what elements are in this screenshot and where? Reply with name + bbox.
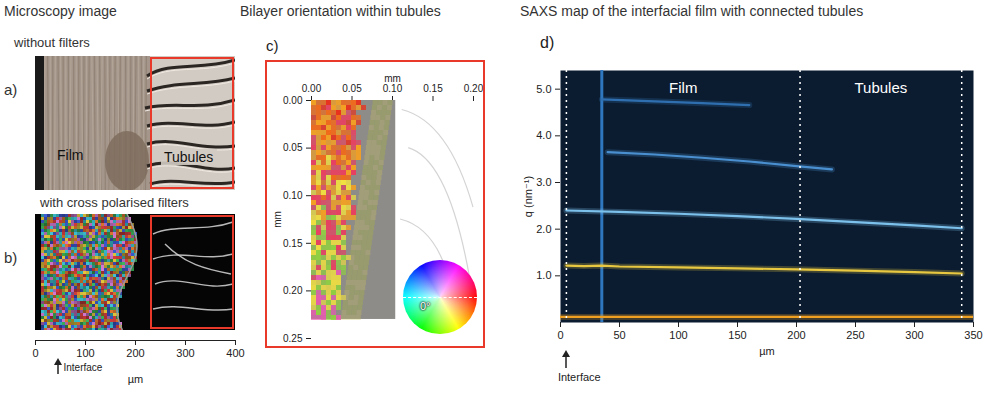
svg-text:100: 100 <box>76 347 94 359</box>
html-text:with cross polarised filters: with cross polarised filters <box>40 195 189 210</box>
svg-text:0: 0 <box>557 329 563 341</box>
svg-text:0.15: 0.15 <box>423 83 443 94</box>
html-text:Interface: Interface <box>557 371 601 383</box>
svg-text:100: 100 <box>669 329 687 341</box>
svg-text:Tubules: Tubules <box>854 79 907 96</box>
svg-text:2.0: 2.0 <box>536 223 551 235</box>
svg-text:Film: Film <box>57 147 83 163</box>
svg-text:300: 300 <box>905 329 923 341</box>
svg-text:µm: µm <box>128 373 144 385</box>
svg-text:0.00: 0.00 <box>302 83 322 94</box>
html-text:SAXS map of the interfacial fi: SAXS map of the interfacial film with co… <box>520 3 864 19</box>
svg-text:0.05: 0.05 <box>342 83 362 94</box>
svg-text:µm: µm <box>759 345 775 357</box>
svg-text:Tubules: Tubules <box>164 149 213 165</box>
svg-text:250: 250 <box>846 329 864 341</box>
html-text:Interface: Interface <box>63 362 103 373</box>
html-text:Bilayer orientation within tub: Bilayer orientation within tubules <box>240 3 441 19</box>
svg-text:0: 0 <box>32 347 38 359</box>
svg-text:0.20: 0.20 <box>464 83 483 94</box>
html-text:Microscopy image: Microscopy image <box>4 3 117 19</box>
svg-text:50: 50 <box>613 329 625 341</box>
svg-text:0.20: 0.20 <box>283 285 303 296</box>
svg-text:4.0: 4.0 <box>536 129 551 141</box>
svg-text:200: 200 <box>126 347 144 359</box>
svg-text:mm: mm <box>272 211 283 228</box>
svg-text:0.10: 0.10 <box>383 83 403 94</box>
svg-text:mm: mm <box>384 73 401 84</box>
html-text:a): a) <box>4 81 18 98</box>
svg-text:5.0: 5.0 <box>536 83 551 95</box>
svg-text:0.00: 0.00 <box>283 95 303 106</box>
html-text:0°: 0° <box>420 300 431 312</box>
svg-text:300: 300 <box>176 347 194 359</box>
html-text:without filters: without filters <box>14 35 90 50</box>
svg-text:0.10: 0.10 <box>283 190 303 201</box>
svg-text:400: 400 <box>226 347 244 359</box>
svg-text:0.15: 0.15 <box>283 238 303 249</box>
svg-text:350: 350 <box>964 329 982 341</box>
html-text:b): b) <box>4 249 18 266</box>
svg-text:200: 200 <box>787 329 805 341</box>
html-text:d): d) <box>540 34 555 51</box>
svg-text:3.0: 3.0 <box>536 176 551 188</box>
svg-text:1.0: 1.0 <box>536 269 551 281</box>
svg-text:0.05: 0.05 <box>283 142 303 153</box>
html-text:c): c) <box>266 37 279 54</box>
svg-text:0.25: 0.25 <box>283 333 303 344</box>
svg-text:q (nm⁻¹): q (nm⁻¹) <box>522 176 534 217</box>
svg-text:Film: Film <box>669 79 697 96</box>
svg-text:150: 150 <box>728 329 746 341</box>
